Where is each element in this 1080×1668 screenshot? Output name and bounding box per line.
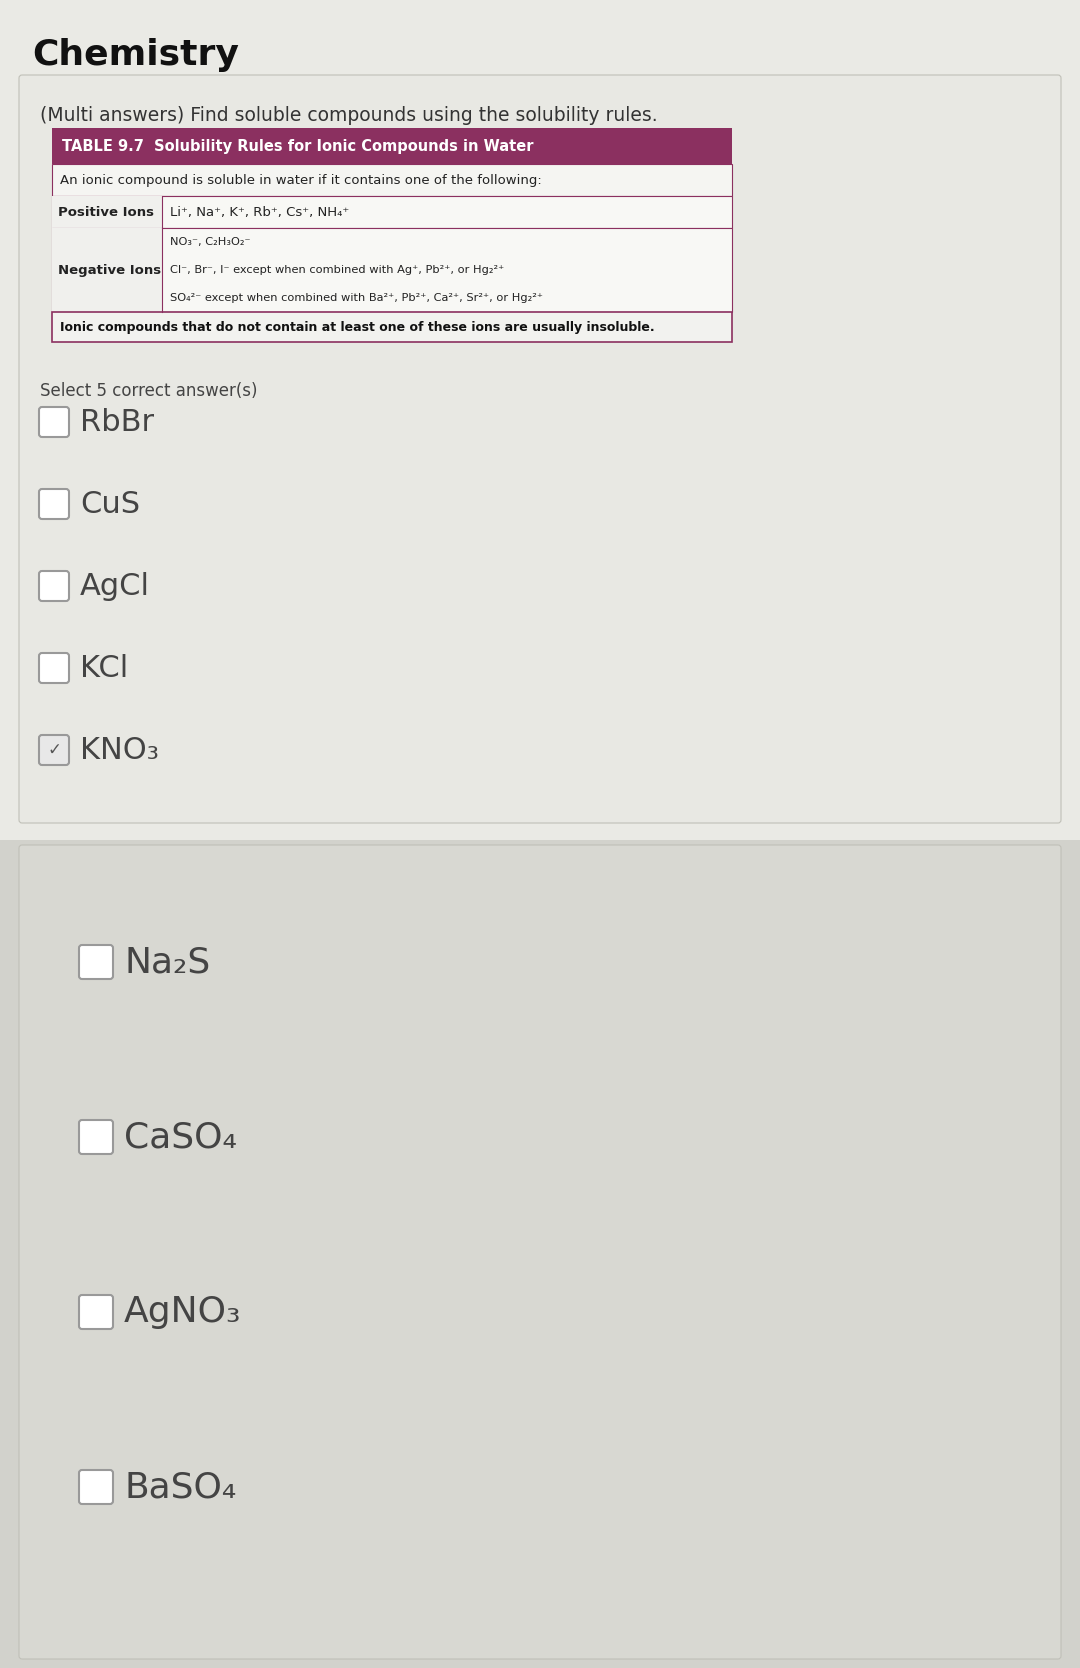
- Bar: [52, 197, 732, 229]
- FancyBboxPatch shape: [19, 846, 1061, 1660]
- FancyBboxPatch shape: [79, 1294, 113, 1329]
- Text: Negative Ions: Negative Ions: [58, 264, 161, 277]
- Bar: [52, 312, 732, 342]
- Text: An ionic compound is soluble in water if it contains one of the following:: An ionic compound is soluble in water if…: [60, 173, 542, 187]
- Bar: [52, 128, 732, 163]
- Text: Cl⁻, Br⁻, I⁻ except when combined with Ag⁺, Pb²⁺, or Hg₂²⁺: Cl⁻, Br⁻, I⁻ except when combined with A…: [170, 265, 504, 275]
- FancyBboxPatch shape: [39, 652, 69, 682]
- FancyBboxPatch shape: [79, 1119, 113, 1154]
- Text: ✓: ✓: [48, 741, 60, 759]
- Text: NO₃⁻, C₂H₃O₂⁻: NO₃⁻, C₂H₃O₂⁻: [170, 237, 251, 247]
- Text: Li⁺, Na⁺, K⁺, Rb⁺, Cs⁺, NH₄⁺: Li⁺, Na⁺, K⁺, Rb⁺, Cs⁺, NH₄⁺: [170, 205, 349, 219]
- Bar: [52, 163, 732, 197]
- Text: TABLE 9.7  Solubility Rules for Ionic Compounds in Water: TABLE 9.7 Solubility Rules for Ionic Com…: [62, 138, 534, 153]
- FancyBboxPatch shape: [19, 75, 1061, 822]
- Text: Select 5 correct answer(s): Select 5 correct answer(s): [40, 382, 257, 400]
- Text: AgNO₃: AgNO₃: [124, 1294, 242, 1329]
- Bar: [52, 229, 162, 312]
- Text: Ionic compounds that do not contain at least one of these ions are usually insol: Ionic compounds that do not contain at l…: [60, 320, 654, 334]
- Text: Na₂S: Na₂S: [124, 946, 211, 979]
- FancyBboxPatch shape: [39, 736, 69, 766]
- Text: RbBr: RbBr: [80, 407, 154, 437]
- Bar: [52, 229, 732, 312]
- FancyBboxPatch shape: [39, 489, 69, 519]
- FancyBboxPatch shape: [79, 946, 113, 979]
- Bar: [0, 0, 1080, 841]
- FancyBboxPatch shape: [79, 1470, 113, 1505]
- Bar: [0, 841, 1080, 1668]
- Text: AgCl: AgCl: [80, 572, 150, 600]
- Text: SO₄²⁻ except when combined with Ba²⁺, Pb²⁺, Ca²⁺, Sr²⁺, or Hg₂²⁺: SO₄²⁻ except when combined with Ba²⁺, Pb…: [170, 294, 543, 304]
- Text: Chemistry: Chemistry: [32, 38, 239, 72]
- Text: CuS: CuS: [80, 489, 140, 519]
- Text: (Multi answers) Find soluble compounds using the solubility rules.: (Multi answers) Find soluble compounds u…: [40, 107, 658, 125]
- Text: BaSO₄: BaSO₄: [124, 1470, 237, 1505]
- FancyBboxPatch shape: [39, 570, 69, 600]
- FancyBboxPatch shape: [39, 407, 69, 437]
- Text: Positive Ions: Positive Ions: [58, 205, 154, 219]
- Text: KCl: KCl: [80, 654, 129, 682]
- Text: CaSO₄: CaSO₄: [124, 1119, 237, 1154]
- Text: KNO₃: KNO₃: [80, 736, 159, 764]
- Bar: [52, 197, 162, 229]
